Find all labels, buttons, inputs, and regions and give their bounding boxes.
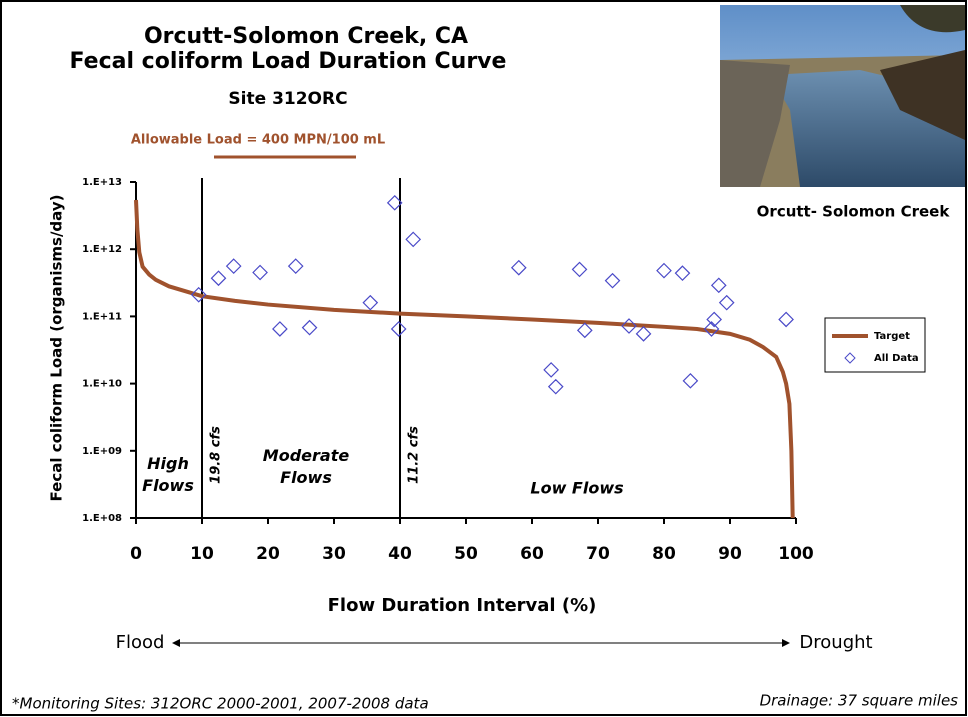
y-tick-label: 1.E+08 bbox=[82, 513, 122, 524]
divider-label: 11.2 cfs bbox=[407, 426, 422, 484]
x-tick-label: 40 bbox=[388, 544, 412, 564]
data-point bbox=[252, 264, 268, 281]
legend-label: All Data bbox=[874, 353, 919, 364]
y-tick-label: 1.E+10 bbox=[82, 379, 122, 390]
x-tick-label: 90 bbox=[718, 544, 742, 564]
data-point bbox=[674, 265, 691, 282]
chart-title: Orcutt-Solomon Creek, CA bbox=[144, 24, 468, 49]
data-point bbox=[210, 270, 227, 287]
y-tick-label: 1.E+12 bbox=[82, 244, 122, 255]
region-label: Low Flows bbox=[530, 479, 623, 498]
x-axis-title: Flow Duration Interval (%) bbox=[328, 595, 597, 616]
data-point bbox=[390, 321, 407, 337]
data-point bbox=[635, 325, 652, 342]
data-point bbox=[190, 286, 207, 303]
data-point bbox=[543, 362, 559, 378]
drainage-note: Drainage: 37 square miles bbox=[760, 692, 959, 710]
data-point bbox=[272, 321, 288, 337]
y-tick-label: 1.E+11 bbox=[82, 311, 122, 322]
data-point bbox=[301, 319, 318, 336]
data-point bbox=[621, 318, 637, 334]
data-point bbox=[778, 311, 794, 328]
data-point bbox=[225, 258, 242, 274]
divider-label: 19.8 cfs bbox=[209, 426, 224, 484]
arrow-label: Flood bbox=[116, 632, 165, 653]
data-point bbox=[706, 311, 723, 328]
x-tick-label: 80 bbox=[652, 544, 676, 564]
flow-arrow bbox=[172, 639, 790, 647]
y-tick-label: 1.E+13 bbox=[82, 177, 122, 188]
y-tick-label: 1.E+09 bbox=[82, 446, 122, 457]
target-line bbox=[134, 199, 795, 519]
data-point bbox=[571, 261, 588, 278]
data-point bbox=[386, 194, 403, 211]
data-point bbox=[547, 378, 564, 395]
x-tick-label: 70 bbox=[586, 544, 610, 564]
x-tick-label: 20 bbox=[256, 544, 280, 564]
annotation: Allowable Load = 400 MPN/100 mL bbox=[131, 133, 385, 148]
x-tick-label: 30 bbox=[322, 544, 346, 564]
data-point bbox=[405, 231, 422, 248]
data-point bbox=[710, 277, 727, 294]
footnote: *Monitoring Sites: 312ORC 2000-2001, 200… bbox=[12, 695, 429, 713]
chart-subtitle: Site 312ORC bbox=[228, 89, 347, 109]
data-point bbox=[656, 262, 672, 279]
data-point bbox=[703, 321, 720, 337]
legend-box bbox=[824, 317, 926, 373]
x-tick-label: 0 bbox=[130, 544, 142, 564]
x-tick-label: 50 bbox=[454, 544, 478, 564]
data-point bbox=[682, 372, 699, 389]
region-label: Moderate Flows bbox=[263, 446, 350, 487]
photo bbox=[720, 5, 965, 187]
legend-label: Target bbox=[874, 331, 910, 342]
data-point bbox=[287, 258, 304, 274]
arrow-label: Drought bbox=[799, 632, 872, 653]
data-point bbox=[604, 272, 621, 289]
data-point bbox=[576, 322, 593, 339]
photo-caption: Orcutt- Solomon Creek bbox=[757, 203, 951, 221]
data-point bbox=[362, 294, 379, 311]
y-axis-title: Fecal coliform Load (organisms/day) bbox=[48, 195, 66, 502]
legend-swatch bbox=[844, 352, 856, 364]
region-label: High Flows bbox=[142, 454, 194, 495]
x-tick-label: 10 bbox=[190, 544, 214, 564]
chart-title: Fecal coliform Load Duration Curve bbox=[70, 49, 507, 74]
x-tick-label: 100 bbox=[778, 544, 814, 564]
data-point bbox=[718, 294, 735, 311]
x-tick-label: 60 bbox=[520, 544, 544, 564]
data-point bbox=[510, 259, 527, 276]
